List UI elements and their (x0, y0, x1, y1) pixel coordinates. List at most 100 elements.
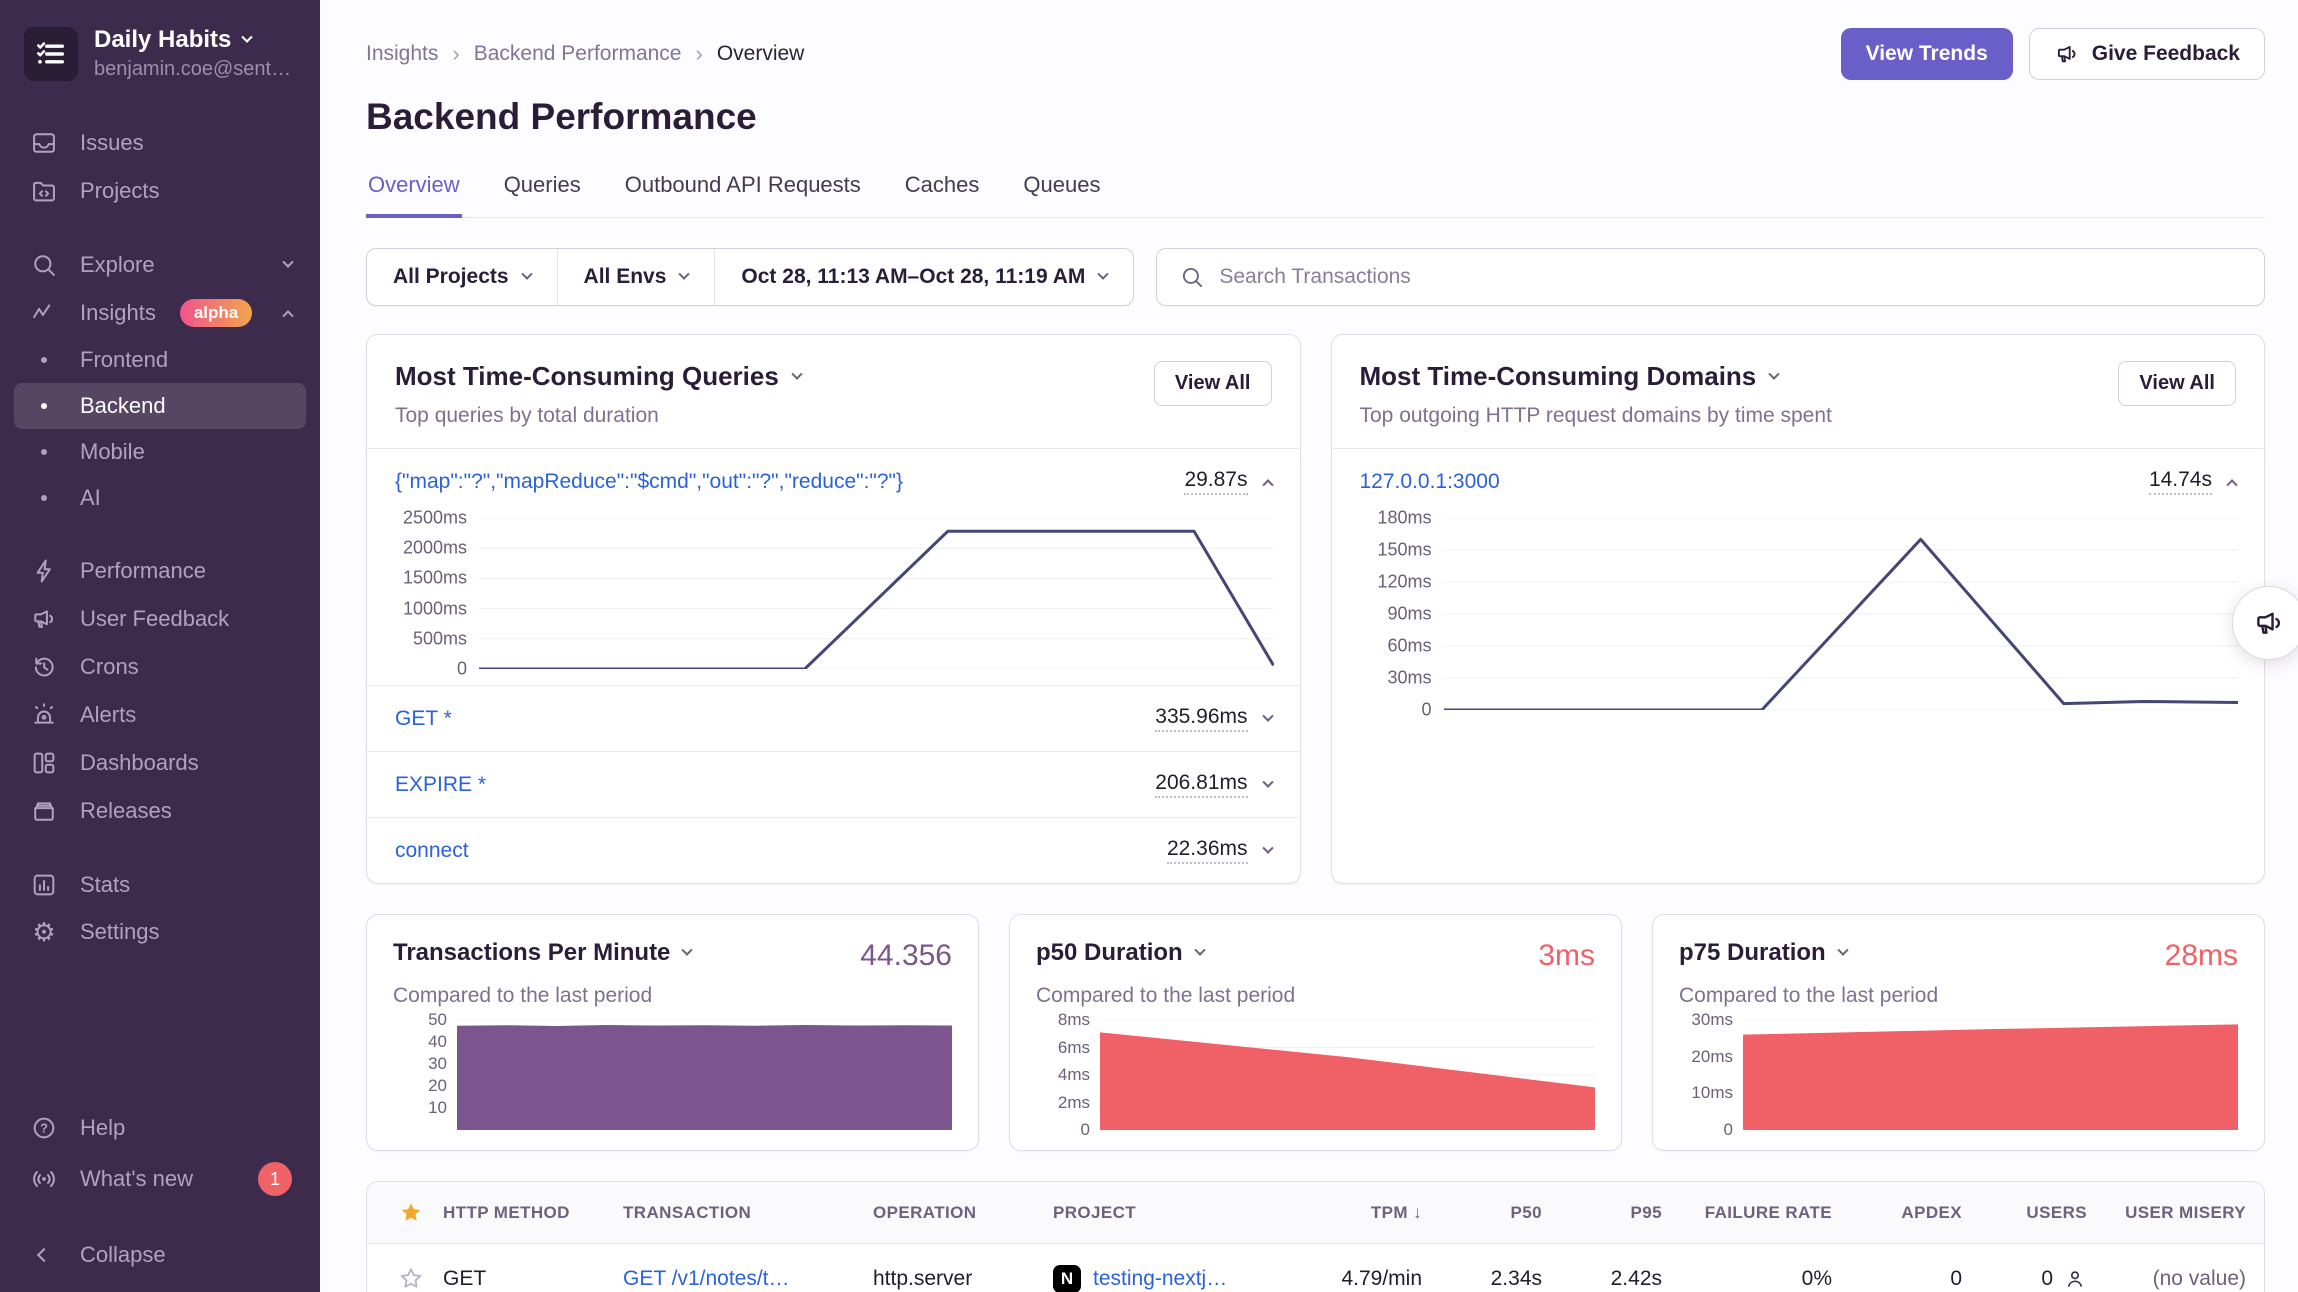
tab-overview[interactable]: Overview (366, 172, 462, 218)
sidebar-item-user-feedback[interactable]: User Feedback (14, 595, 306, 643)
sidebar-item-backend[interactable]: Backend (14, 383, 306, 429)
query-link[interactable]: connect (395, 838, 469, 862)
cell-failure-rate: 0% (1801, 1267, 1832, 1290)
date-range-filter[interactable]: Oct 28, 11:13 AM–Oct 28, 11:19 AM (715, 249, 1133, 305)
org-switcher[interactable]: Daily Habits benjamin.coe@sent… (0, 16, 320, 91)
col-http-method[interactable]: HTTP METHOD (443, 1202, 570, 1222)
sidebar-item-explore[interactable]: Explore (14, 241, 306, 289)
bullet-icon (28, 449, 60, 455)
query-row: {"map":"?","mapReduce":"$cmd","out":"?",… (367, 448, 1300, 514)
sidebar-item-label: What's new (80, 1166, 194, 1191)
chevron-down-icon (791, 368, 803, 380)
sidebar-item-insights[interactable]: Insights alpha (14, 289, 306, 337)
chevron-down-icon (1097, 268, 1110, 280)
tab-queues[interactable]: Queues (1023, 172, 1101, 197)
sidebar-item-dashboards[interactable]: Dashboards (14, 739, 306, 787)
sidebar-item-alerts[interactable]: Alerts (14, 691, 306, 739)
col-p50[interactable]: P50 (1510, 1202, 1542, 1222)
col-failure-rate[interactable]: FAILURE RATE (1704, 1202, 1832, 1222)
search-icon (1183, 267, 1203, 288)
sidebar-item-performance[interactable]: Performance (14, 547, 306, 595)
chevron-up-icon[interactable] (2226, 478, 2238, 490)
sidebar-item-settings[interactable]: ⚙ Settings (14, 909, 306, 955)
help-icon: ? (28, 1114, 60, 1142)
sidebar-item-whats-new[interactable]: What's new 1 (14, 1152, 306, 1206)
breadcrumb-backend-performance[interactable]: Backend Performance (473, 42, 682, 65)
p75-card-title[interactable]: p75 Duration (1679, 939, 1849, 967)
domain-link[interactable]: 127.0.0.1:3000 (1359, 469, 1500, 493)
col-tpm[interactable]: TPM ↓ (1370, 1202, 1422, 1222)
chevron-down-icon[interactable] (1261, 776, 1274, 788)
give-feedback-button[interactable]: Give Feedback (2028, 28, 2265, 80)
floating-feedback-button[interactable] (2232, 586, 2298, 660)
sidebar-item-label: Settings (80, 919, 160, 944)
col-apdex[interactable]: APDEX (1901, 1202, 1962, 1222)
sidebar-item-frontend[interactable]: Frontend (14, 337, 306, 383)
tpm-card-title[interactable]: Transactions Per Minute (393, 939, 694, 967)
chevron-up-icon[interactable] (1261, 478, 1274, 490)
cell-transaction-link[interactable]: GET /v1/notes/t… (623, 1267, 790, 1290)
domains-panel-title[interactable]: Most Time-Consuming Domains (1360, 361, 1832, 392)
query-row: GET * 335.96ms (367, 685, 1300, 751)
sidebar-item-label: AI (80, 485, 101, 510)
archive-icon (28, 797, 60, 825)
filter-bar: All Projects All Envs Oct 28, 11:13 AM–O… (366, 248, 2265, 306)
col-user-misery[interactable]: USER MISERY (2125, 1202, 2246, 1222)
cell-project: N testing-nextj… (1053, 1265, 1288, 1292)
chevron-down-icon[interactable] (1261, 842, 1274, 854)
broadcast-icon (28, 1165, 60, 1193)
tab-outbound-api-requests[interactable]: Outbound API Requests (624, 172, 861, 197)
breadcrumb-insights[interactable]: Insights (366, 42, 439, 65)
favorite-toggle[interactable] (379, 1266, 443, 1292)
cell-project-link[interactable]: testing-nextj… (1093, 1267, 1228, 1290)
transaction-search[interactable] (1156, 248, 2265, 306)
environment-filter[interactable]: All Envs (558, 249, 716, 305)
sidebar-item-projects[interactable]: Projects (14, 167, 306, 215)
queries-panel-title[interactable]: Most Time-Consuming Queries (395, 361, 803, 392)
query-duration: 22.36ms (1166, 837, 1248, 864)
sidebar-item-ai[interactable]: AI (14, 475, 306, 521)
query-row: EXPIRE * 206.81ms (367, 751, 1300, 817)
view-trends-button[interactable]: View Trends (1840, 28, 2013, 80)
cell-apdex: 0 (1950, 1267, 1962, 1290)
p50-duration-card: p50 Duration 3ms Compared to the last pe… (1009, 914, 1622, 1151)
chevron-down-icon[interactable] (1261, 710, 1274, 722)
query-duration: 335.96ms (1155, 705, 1248, 732)
tpm-chart: 10 20 30 40 50 (393, 1010, 952, 1130)
projects-icon (28, 177, 60, 205)
query-link[interactable]: {"map":"?","mapReduce":"$cmd","out":"?",… (395, 469, 904, 493)
query-link[interactable]: EXPIRE * (395, 772, 487, 796)
sidebar-item-mobile[interactable]: Mobile (14, 429, 306, 475)
p50-card-title[interactable]: p50 Duration (1036, 939, 1206, 967)
tab-queries[interactable]: Queries (503, 172, 581, 197)
col-operation[interactable]: OPERATION (873, 1202, 977, 1222)
y-axis-ticks: 0 2ms 4ms 6ms 8ms (1057, 1010, 1090, 1139)
p75-subtitle: Compared to the last period (1679, 984, 1939, 1007)
domains-view-all-button[interactable]: View All (2118, 361, 2236, 406)
cell-http-method: GET (443, 1267, 487, 1290)
project-filter[interactable]: All Projects (367, 249, 558, 305)
p50-chart: 0 2ms 4ms 6ms 8ms (1036, 1010, 1595, 1139)
sidebar-item-crons[interactable]: Crons (14, 643, 306, 691)
search-input[interactable] (1219, 265, 2242, 289)
col-transaction[interactable]: TRANSACTION (623, 1202, 752, 1222)
sidebar-item-help[interactable]: ? Help (14, 1104, 306, 1152)
cell-p95: 2.42s (1610, 1267, 1662, 1290)
sidebar-item-label: Stats (80, 872, 131, 897)
sidebar-item-stats[interactable]: Stats (14, 861, 306, 909)
col-project[interactable]: PROJECT (1053, 1202, 1137, 1222)
tab-bar: Overview Queries Outbound API Requests C… (366, 172, 2265, 218)
sidebar-item-issues[interactable]: Issues (14, 119, 306, 167)
favorite-column-header[interactable] (379, 1200, 443, 1226)
query-link[interactable]: GET * (395, 706, 452, 730)
col-p95[interactable]: P95 (1630, 1202, 1662, 1222)
chevron-down-icon (282, 256, 294, 268)
tab-caches[interactable]: Caches (904, 172, 980, 197)
col-users[interactable]: USERS (2026, 1202, 2087, 1222)
sidebar-item-releases[interactable]: Releases (14, 787, 306, 835)
queries-view-all-button[interactable]: View All (1153, 361, 1272, 406)
sidebar-item-label: Releases (80, 798, 172, 823)
insights-icon (28, 299, 60, 327)
chevron-down-icon (1194, 944, 1206, 956)
sidebar-collapse-button[interactable]: Collapse (14, 1232, 306, 1278)
